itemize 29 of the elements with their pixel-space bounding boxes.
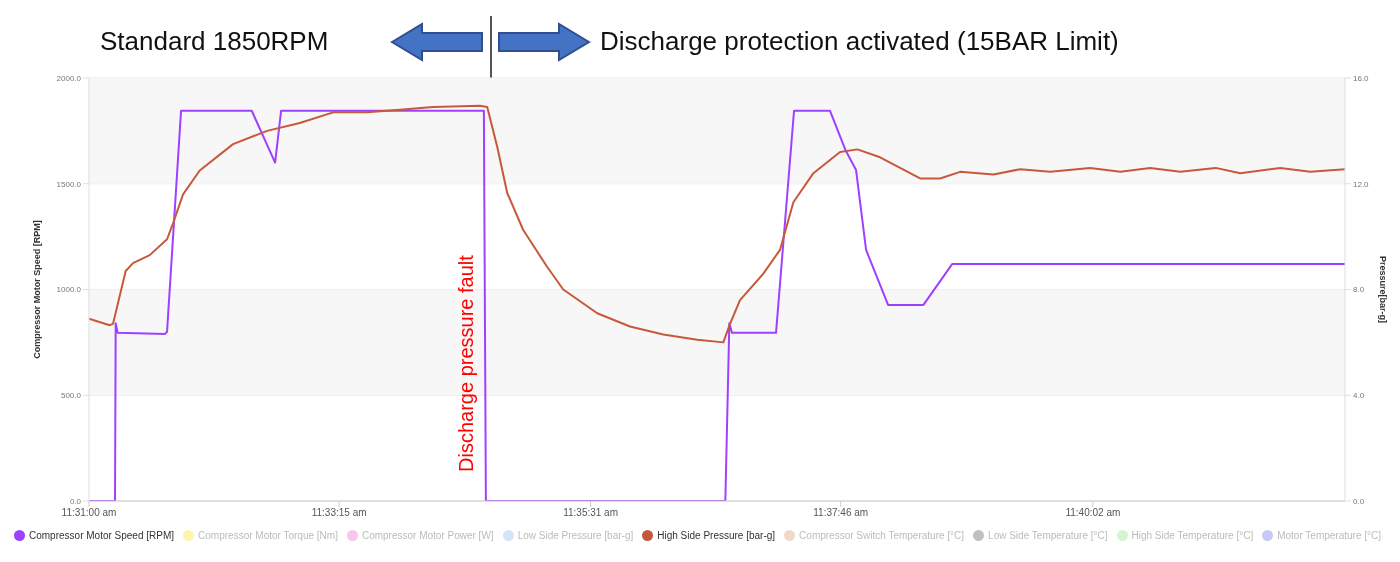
y-tick-label: 2000.0 bbox=[56, 73, 82, 83]
legend-label: Compressor Motor Speed [RPM] bbox=[29, 530, 175, 541]
y2-tick-label: 12.0 bbox=[1353, 179, 1370, 189]
y2-tick-label: 16.0 bbox=[1353, 73, 1370, 83]
legend-label: Compressor Motor Power [W] bbox=[361, 530, 494, 541]
x-tick-label: 11:31:00 am bbox=[61, 507, 117, 519]
y-tick-label: 1500.0 bbox=[56, 179, 82, 189]
y2-tick-label: 8.0 bbox=[1353, 285, 1365, 295]
legend-label: Low Side Pressure [bar-g] bbox=[517, 530, 634, 541]
x-tick-label: 11:40:02 am bbox=[1065, 507, 1121, 519]
y-tick-label: 1000.0 bbox=[56, 285, 82, 295]
legend-label: Compressor Motor Torque [Nm] bbox=[198, 530, 338, 541]
y-axis-title: Compressor Motor Speed [RPM] bbox=[32, 220, 43, 359]
x-tick-label: 11:35:31 am bbox=[563, 507, 619, 519]
legend-label: Compressor Switch Temperature [°C] bbox=[799, 530, 965, 541]
y2-tick-label: 4.0 bbox=[1353, 391, 1365, 401]
y-tick-label: 0.0 bbox=[69, 496, 82, 506]
legend-label: Low Side Temperature [°C] bbox=[988, 530, 1108, 541]
x-tick-label: 11:33:15 am bbox=[311, 507, 367, 519]
y2-tick-label: 0.0 bbox=[1353, 496, 1365, 506]
annotation: Discharge pressure fault bbox=[454, 254, 477, 472]
y2-axis-title: Pressure[bar-g] bbox=[1377, 255, 1388, 324]
legend-label: High Side Temperature [°C] bbox=[1131, 530, 1254, 541]
y-tick-label: 500.0 bbox=[60, 391, 82, 401]
legend-label: Motor Temperature [°C] bbox=[1277, 530, 1382, 541]
text: Discharge protection activated (15BAR Limit) bbox=[600, 26, 1119, 57]
text: Standard 1850RPM bbox=[100, 26, 329, 57]
x-tick-label: 11:37:46 am bbox=[813, 507, 869, 519]
legend-label: High Side Pressure [bar-g] bbox=[657, 530, 776, 541]
